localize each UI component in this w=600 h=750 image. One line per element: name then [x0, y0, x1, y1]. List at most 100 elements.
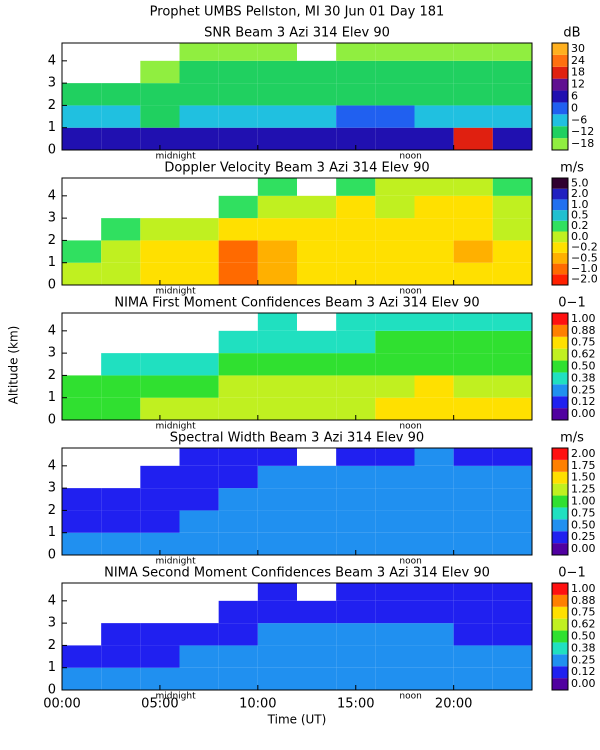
heatmap-cell — [101, 510, 141, 533]
heatmap-cell — [218, 60, 258, 84]
colorbar-label: 24 — [571, 54, 585, 67]
heatmap-cell — [257, 623, 297, 646]
heatmap-cell — [492, 600, 532, 624]
heatmap-cell — [375, 262, 415, 285]
heatmap-cell — [62, 375, 102, 398]
heatmap-cell — [101, 532, 141, 555]
heatmap-cell — [62, 397, 102, 420]
heatmap-cell — [375, 397, 415, 420]
heatmap-cell — [257, 645, 297, 668]
heatmap-cell — [140, 510, 180, 533]
colorbar-frame — [551, 582, 569, 691]
heatmap-cell — [453, 465, 493, 489]
heatmap-cell — [336, 60, 376, 84]
heatmap-cell — [453, 353, 493, 376]
heatmap-cell — [492, 397, 532, 420]
heatmap-cell — [297, 195, 337, 219]
heatmap-cell — [375, 583, 415, 601]
y-tick-label: 1 — [48, 660, 56, 675]
colorbar-label: 1.00 — [571, 495, 596, 508]
heatmap-cell — [297, 105, 337, 128]
colorbar-label: 0.2 — [571, 219, 589, 232]
y-tick-label: 0 — [48, 548, 56, 563]
colorbar-segment — [552, 360, 568, 373]
panel-title: SNR Beam 3 Azi 314 Elev 90 — [204, 26, 390, 41]
y-tick-label: 3 — [48, 481, 56, 496]
colorbar-frame — [551, 447, 569, 556]
heatmap-cell — [101, 105, 141, 128]
heatmap-cell — [414, 375, 454, 398]
heatmap-cell — [101, 218, 141, 241]
heatmap-cell — [62, 105, 102, 128]
heatmap-cell — [375, 532, 415, 555]
heatmap-cell — [297, 397, 337, 420]
heatmap-cell — [375, 330, 415, 354]
heatmap-cell — [336, 353, 376, 376]
colorbar-unit: m/s — [560, 431, 584, 446]
heatmap-cell — [140, 623, 180, 646]
heatmap-cell — [492, 448, 532, 466]
heatmap-cell — [336, 645, 376, 668]
heatmap-cell — [218, 448, 258, 466]
heatmap-cell — [492, 240, 532, 263]
heatmap-cell — [492, 195, 532, 219]
colorbar-segment — [552, 384, 568, 397]
colorbar-segment — [552, 654, 568, 667]
heatmap-cell — [375, 510, 415, 533]
heatmap-cell — [179, 43, 219, 61]
colorbar-segment — [552, 90, 568, 103]
heatmap-cell — [453, 375, 493, 398]
y-tick-label: 3 — [48, 346, 56, 361]
heatmap-cell — [453, 510, 493, 533]
colorbar-label: 1.00 — [571, 582, 596, 595]
heatmap-cell — [453, 60, 493, 84]
heatmap-cell — [218, 510, 258, 533]
heatmap-cell — [218, 353, 258, 376]
annotation: midnight — [156, 287, 197, 297]
colorbar-segment — [552, 630, 568, 643]
y-tick-label: 4 — [48, 323, 56, 338]
colorbar-label: −6 — [571, 113, 587, 126]
y-tick-label: 1 — [48, 390, 56, 405]
colorbar-label: 0.62 — [571, 348, 596, 361]
heatmap-cell — [179, 262, 219, 285]
colorbar-segment — [552, 459, 568, 472]
heatmap-cell — [179, 353, 219, 376]
colorbar-label: 6 — [571, 90, 578, 103]
colorbar-label: 2.0 — [571, 187, 589, 200]
heatmap-cell — [140, 397, 180, 420]
colorbar-label: 0.50 — [571, 518, 596, 531]
heatmap-cell — [492, 510, 532, 533]
colorbar-segment — [552, 348, 568, 361]
heatmap-cell — [375, 375, 415, 398]
colorbar-label: −1.0 — [571, 262, 598, 275]
plot-frame — [61, 447, 533, 556]
annotation: midnight — [156, 422, 197, 432]
colorbar-segment — [552, 188, 568, 200]
colorbar-label: 0.75 — [571, 606, 596, 619]
heatmap-cell — [101, 83, 141, 106]
heatmap-cell — [375, 105, 415, 128]
heatmap-cell — [257, 667, 297, 690]
colorbar-label: 2.00 — [571, 447, 596, 460]
colorbar-segment — [552, 252, 568, 264]
plot-frame — [61, 177, 533, 286]
y-tick-label: 3 — [48, 76, 56, 91]
colorbar-frame — [551, 42, 569, 151]
heatmap-cell — [453, 43, 493, 61]
heatmap-cell — [257, 397, 297, 420]
heatmap-cell — [179, 532, 219, 555]
heatmap-cell — [492, 313, 532, 331]
heatmap-cell — [218, 330, 258, 354]
heatmap-cell — [297, 83, 337, 106]
colorbar-segment — [552, 666, 568, 679]
colorbar-segment — [552, 396, 568, 409]
y-tick-label: 0 — [48, 683, 56, 698]
heatmap-cell — [336, 313, 376, 331]
heatmap-cell — [179, 488, 219, 511]
colorbar-segment — [552, 313, 568, 325]
heatmap-cell — [218, 218, 258, 241]
colorbar-segment — [552, 43, 568, 55]
colorbar-segment — [552, 594, 568, 607]
heatmap-cell — [257, 510, 297, 533]
